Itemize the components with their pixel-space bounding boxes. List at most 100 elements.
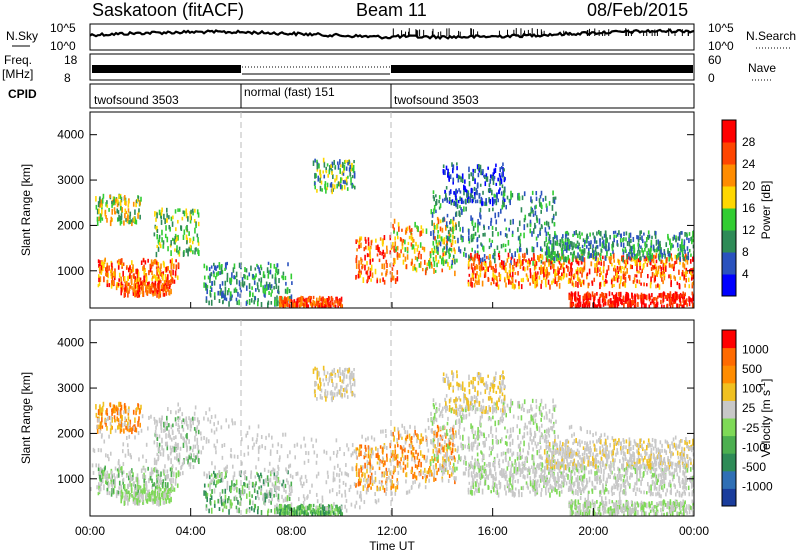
power-cell — [214, 265, 217, 270]
power-cell — [647, 235, 650, 240]
velocity-cell — [176, 444, 178, 449]
velocity-cell — [194, 416, 196, 421]
power-cell — [644, 294, 646, 300]
velocity-cell — [322, 504, 324, 511]
power-cell — [578, 296, 581, 303]
velocity-cell — [264, 501, 266, 506]
power-cell — [492, 278, 495, 285]
velocity-cell — [433, 476, 435, 482]
power-cell — [597, 257, 600, 262]
power-cell — [144, 272, 146, 279]
velocity-cell — [153, 482, 156, 487]
power-cell — [433, 204, 436, 211]
power-cell — [513, 261, 516, 266]
power-cell — [333, 159, 336, 165]
velocity-cell — [138, 416, 140, 421]
power-cell — [264, 293, 266, 298]
velocity-cell — [406, 434, 409, 439]
power-cell — [495, 201, 498, 206]
velocity-cell — [445, 443, 448, 448]
power-cell — [284, 275, 287, 281]
velocity-cell — [342, 370, 344, 375]
power-cell — [106, 262, 109, 269]
power-cell — [504, 218, 506, 222]
power-cell — [393, 227, 395, 233]
power-cell — [419, 263, 422, 268]
power-cell — [619, 265, 621, 271]
velocity-cell — [454, 457, 456, 463]
power-cell — [157, 267, 159, 273]
power-cell — [656, 295, 659, 299]
power-cell — [231, 272, 233, 279]
power-cell — [576, 271, 578, 275]
power-cell — [420, 253, 422, 260]
power-cell — [508, 227, 511, 232]
power-cell — [616, 276, 619, 283]
power-cell — [614, 268, 617, 272]
power-cell — [470, 277, 472, 284]
power-cell — [599, 242, 601, 247]
power-cell — [433, 268, 435, 274]
power-cell — [406, 246, 409, 251]
power-cell — [206, 288, 208, 295]
power-cell — [376, 279, 379, 284]
velocity-cell — [149, 471, 152, 477]
power-cell — [126, 219, 129, 224]
velocity-cell — [430, 469, 433, 474]
velocity-cell — [101, 469, 103, 476]
power-cell — [123, 195, 126, 201]
power-cell — [360, 242, 362, 249]
velocity-cell — [325, 377, 328, 382]
velocity-cell — [258, 478, 261, 482]
power-cell — [196, 209, 199, 215]
power-cell — [488, 183, 491, 187]
power-cell — [455, 211, 458, 217]
power-cell — [639, 236, 642, 240]
velocity-cell — [270, 492, 273, 497]
velocity-cell — [109, 428, 112, 435]
power-cell — [411, 244, 414, 250]
power-cell — [225, 297, 228, 302]
power-cell — [435, 201, 437, 206]
power-cell — [99, 276, 102, 282]
velocity-cell — [105, 478, 108, 482]
power-cell — [111, 217, 113, 222]
velocity-cell — [182, 459, 185, 465]
power-cell — [572, 282, 575, 288]
power-cell — [190, 245, 192, 252]
power-cell — [430, 231, 432, 236]
power-cell — [546, 269, 549, 274]
velocity-cell — [450, 471, 453, 477]
power-cell — [602, 239, 605, 246]
velocity-cell — [183, 437, 186, 443]
power-cell — [490, 265, 493, 270]
power-cell — [625, 258, 628, 263]
power-cell — [561, 255, 563, 260]
power-cell — [105, 202, 107, 207]
velocity-cell — [191, 448, 194, 453]
power-cell — [308, 296, 311, 303]
power-cell — [386, 249, 388, 254]
power-cell — [638, 270, 640, 274]
power-cell — [318, 163, 320, 169]
power-cell — [161, 229, 163, 236]
power-cell — [503, 198, 506, 202]
power-cell — [260, 266, 263, 271]
power-cell — [325, 166, 327, 173]
power-cell — [138, 284, 141, 290]
power-cell — [310, 301, 313, 306]
velocity-cell — [156, 420, 158, 427]
power-cell — [657, 283, 659, 288]
velocity-cell — [149, 495, 152, 502]
velocity-cell — [219, 498, 221, 504]
power-cell — [128, 220, 130, 225]
velocity-cell — [105, 410, 107, 415]
power-cell — [481, 280, 484, 287]
power-cell — [273, 263, 276, 269]
power-cell — [195, 247, 197, 252]
power-cell — [667, 236, 670, 241]
power-cell — [504, 232, 507, 237]
power-cell — [479, 267, 482, 272]
power-cell — [220, 288, 222, 294]
